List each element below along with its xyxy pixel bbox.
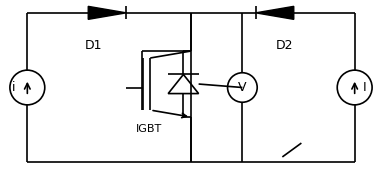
- Polygon shape: [256, 6, 294, 19]
- Text: i: i: [12, 81, 16, 94]
- Text: IGBT: IGBT: [136, 124, 162, 134]
- Text: I: I: [363, 81, 366, 94]
- Text: D1: D1: [85, 39, 103, 52]
- Polygon shape: [88, 6, 126, 19]
- Text: D2: D2: [275, 39, 293, 52]
- Text: V: V: [238, 81, 247, 94]
